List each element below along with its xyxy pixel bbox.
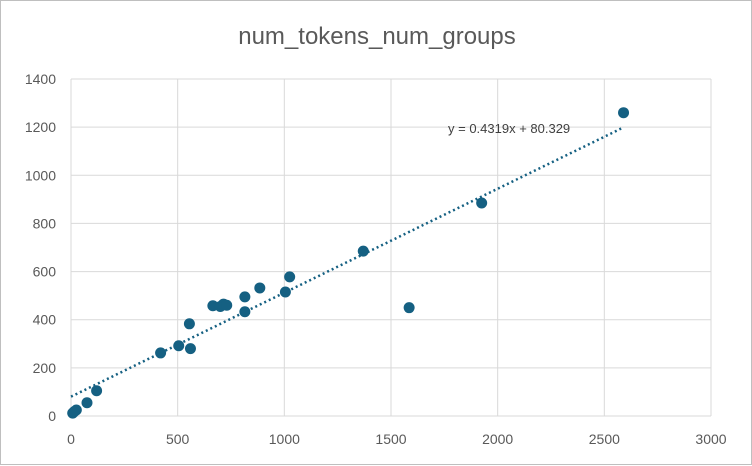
y-tick-label-6: 1200: [25, 119, 56, 135]
data-point-21: [618, 107, 630, 119]
y-tick-label-0: 0: [48, 408, 56, 424]
data-points: [67, 107, 630, 419]
data-point-4: [91, 385, 103, 397]
data-point-17: [284, 271, 296, 283]
y-tick-label-1: 200: [33, 360, 57, 376]
x-axis-tick-labels: 0 500 1000 1500 2000 2500 3000: [67, 431, 727, 447]
chart-title: num_tokens_num_groups: [238, 23, 516, 50]
data-point-18: [357, 245, 369, 257]
data-point-6: [173, 340, 185, 352]
x-tick-label-4: 2000: [482, 431, 513, 447]
trendline: [70, 126, 625, 398]
data-point-19: [403, 302, 415, 314]
y-tick-label-7: 1400: [25, 71, 56, 87]
y-tick-label-3: 600: [33, 264, 57, 280]
data-point-2: [70, 404, 82, 416]
data-point-14: [239, 306, 251, 318]
data-point-5: [155, 347, 167, 359]
x-tick-label-1: 500: [166, 431, 190, 447]
data-point-12: [221, 299, 233, 311]
x-tick-label-0: 0: [67, 431, 75, 447]
data-point-8: [184, 343, 196, 355]
x-tick-label-3: 1500: [375, 431, 406, 447]
x-tick-label-5: 2500: [589, 431, 620, 447]
data-point-15: [254, 282, 266, 294]
x-tick-label-2: 1000: [269, 431, 300, 447]
trendline-layer: [70, 126, 625, 398]
y-tick-label-2: 400: [33, 312, 57, 328]
data-point-3: [81, 397, 93, 409]
x-tick-label-6: 3000: [695, 431, 726, 447]
data-point-20: [476, 197, 488, 209]
data-point-7: [183, 318, 195, 330]
trendline-equation: y = 0.4319x + 80.329: [448, 121, 570, 136]
data-point-13: [239, 291, 251, 303]
y-tick-label-4: 800: [33, 215, 57, 231]
y-axis-tick-labels: 0 200 400 600 800 1000 1200 1400: [25, 71, 56, 424]
data-point-16: [279, 286, 291, 298]
y-tick-label-5: 1000: [25, 167, 56, 183]
gridlines: [70, 78, 712, 417]
